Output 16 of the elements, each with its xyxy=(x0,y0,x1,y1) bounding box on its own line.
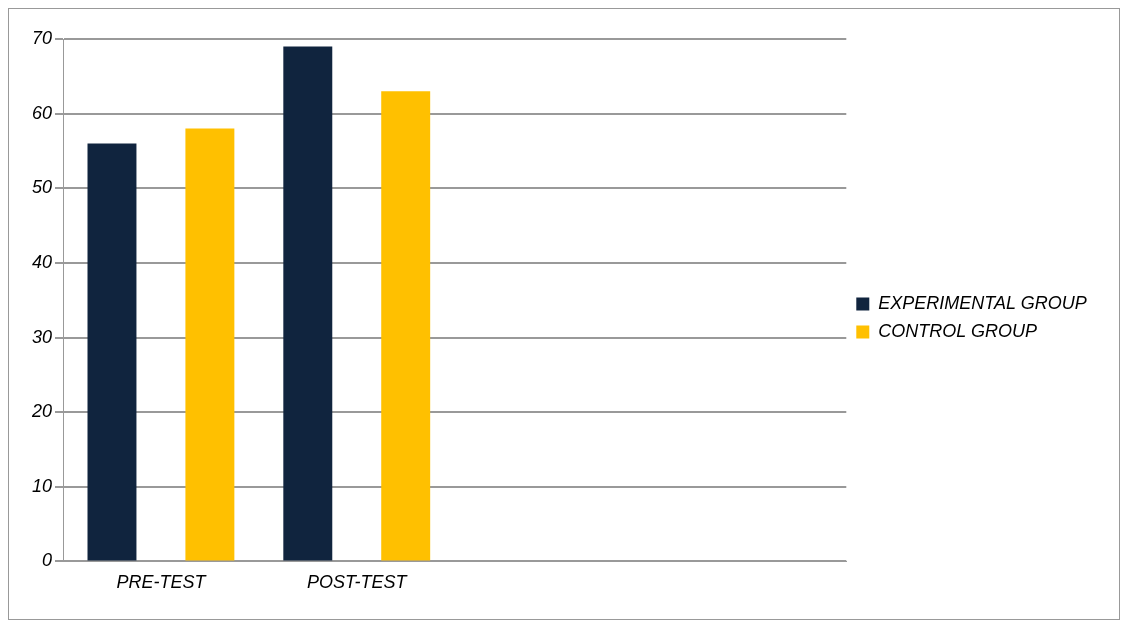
legend-label: EXPERIMENTAL GROUP xyxy=(878,293,1087,313)
y-tick-label: 20 xyxy=(30,401,53,422)
y-tick-label: 10 xyxy=(31,475,53,496)
bar xyxy=(283,46,333,561)
y-tick-label: 60 xyxy=(31,102,53,123)
bar xyxy=(185,128,235,561)
bar xyxy=(381,91,431,561)
y-tick-label: 30 xyxy=(31,326,53,347)
y-tick-label: 50 xyxy=(31,177,53,198)
bar xyxy=(87,143,137,561)
y-tick-label: 40 xyxy=(31,251,53,272)
legend-label: CONTROL GROUP xyxy=(878,321,1037,341)
x-tick-label: PRE-TEST xyxy=(116,572,208,593)
y-tick-label: 0 xyxy=(42,550,53,571)
x-tick-label: POST-TEST xyxy=(307,572,409,593)
y-tick-label: 70 xyxy=(31,28,53,48)
